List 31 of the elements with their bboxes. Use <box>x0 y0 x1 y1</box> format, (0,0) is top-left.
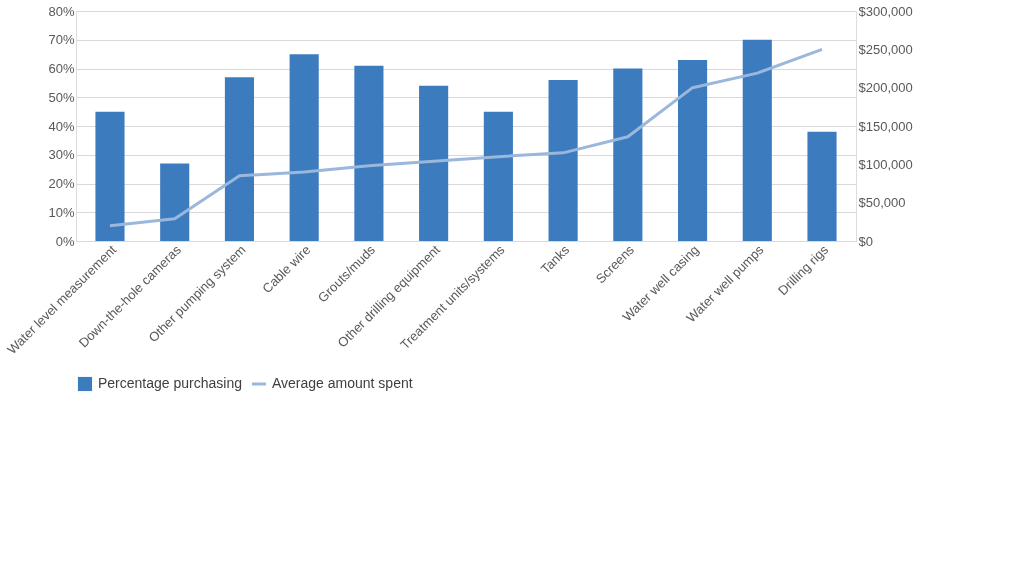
y2-tick-label: $0 <box>858 233 873 249</box>
y2-tick-label: $300,000 <box>858 3 913 19</box>
bar <box>224 77 255 241</box>
legend-label: Average amount spent <box>272 375 413 391</box>
bar <box>613 68 643 241</box>
bar <box>483 111 513 241</box>
y2-tick-label: $200,000 <box>858 80 913 96</box>
bar <box>289 54 319 241</box>
y-tick-label: 40% <box>48 118 75 134</box>
legend-label: Percentage purchasing <box>98 375 242 391</box>
y-tick-label: 80% <box>48 3 75 19</box>
y-tick-label: 20% <box>48 176 75 191</box>
bar <box>354 65 384 241</box>
bar <box>742 39 772 241</box>
bar <box>419 85 449 241</box>
bar <box>677 59 708 241</box>
y2-tick-label: $100,000 <box>858 156 913 172</box>
y-tick-label: 0% <box>55 233 75 249</box>
bar <box>160 163 190 241</box>
y-tick-label: 60% <box>48 61 75 76</box>
y2-tick-label: $50,000 <box>858 195 906 211</box>
y2-tick-label: $250,000 <box>858 41 913 57</box>
y2-tick-label: $150,000 <box>858 118 913 134</box>
bar <box>548 80 578 241</box>
y-tick-label: 30% <box>48 147 75 163</box>
y-tick-label: 10% <box>48 204 75 220</box>
y-tick-label: 70% <box>48 32 75 48</box>
bar <box>95 111 125 241</box>
line-series <box>108 47 824 228</box>
bar <box>807 131 837 241</box>
y-tick-label: 50% <box>48 89 75 105</box>
